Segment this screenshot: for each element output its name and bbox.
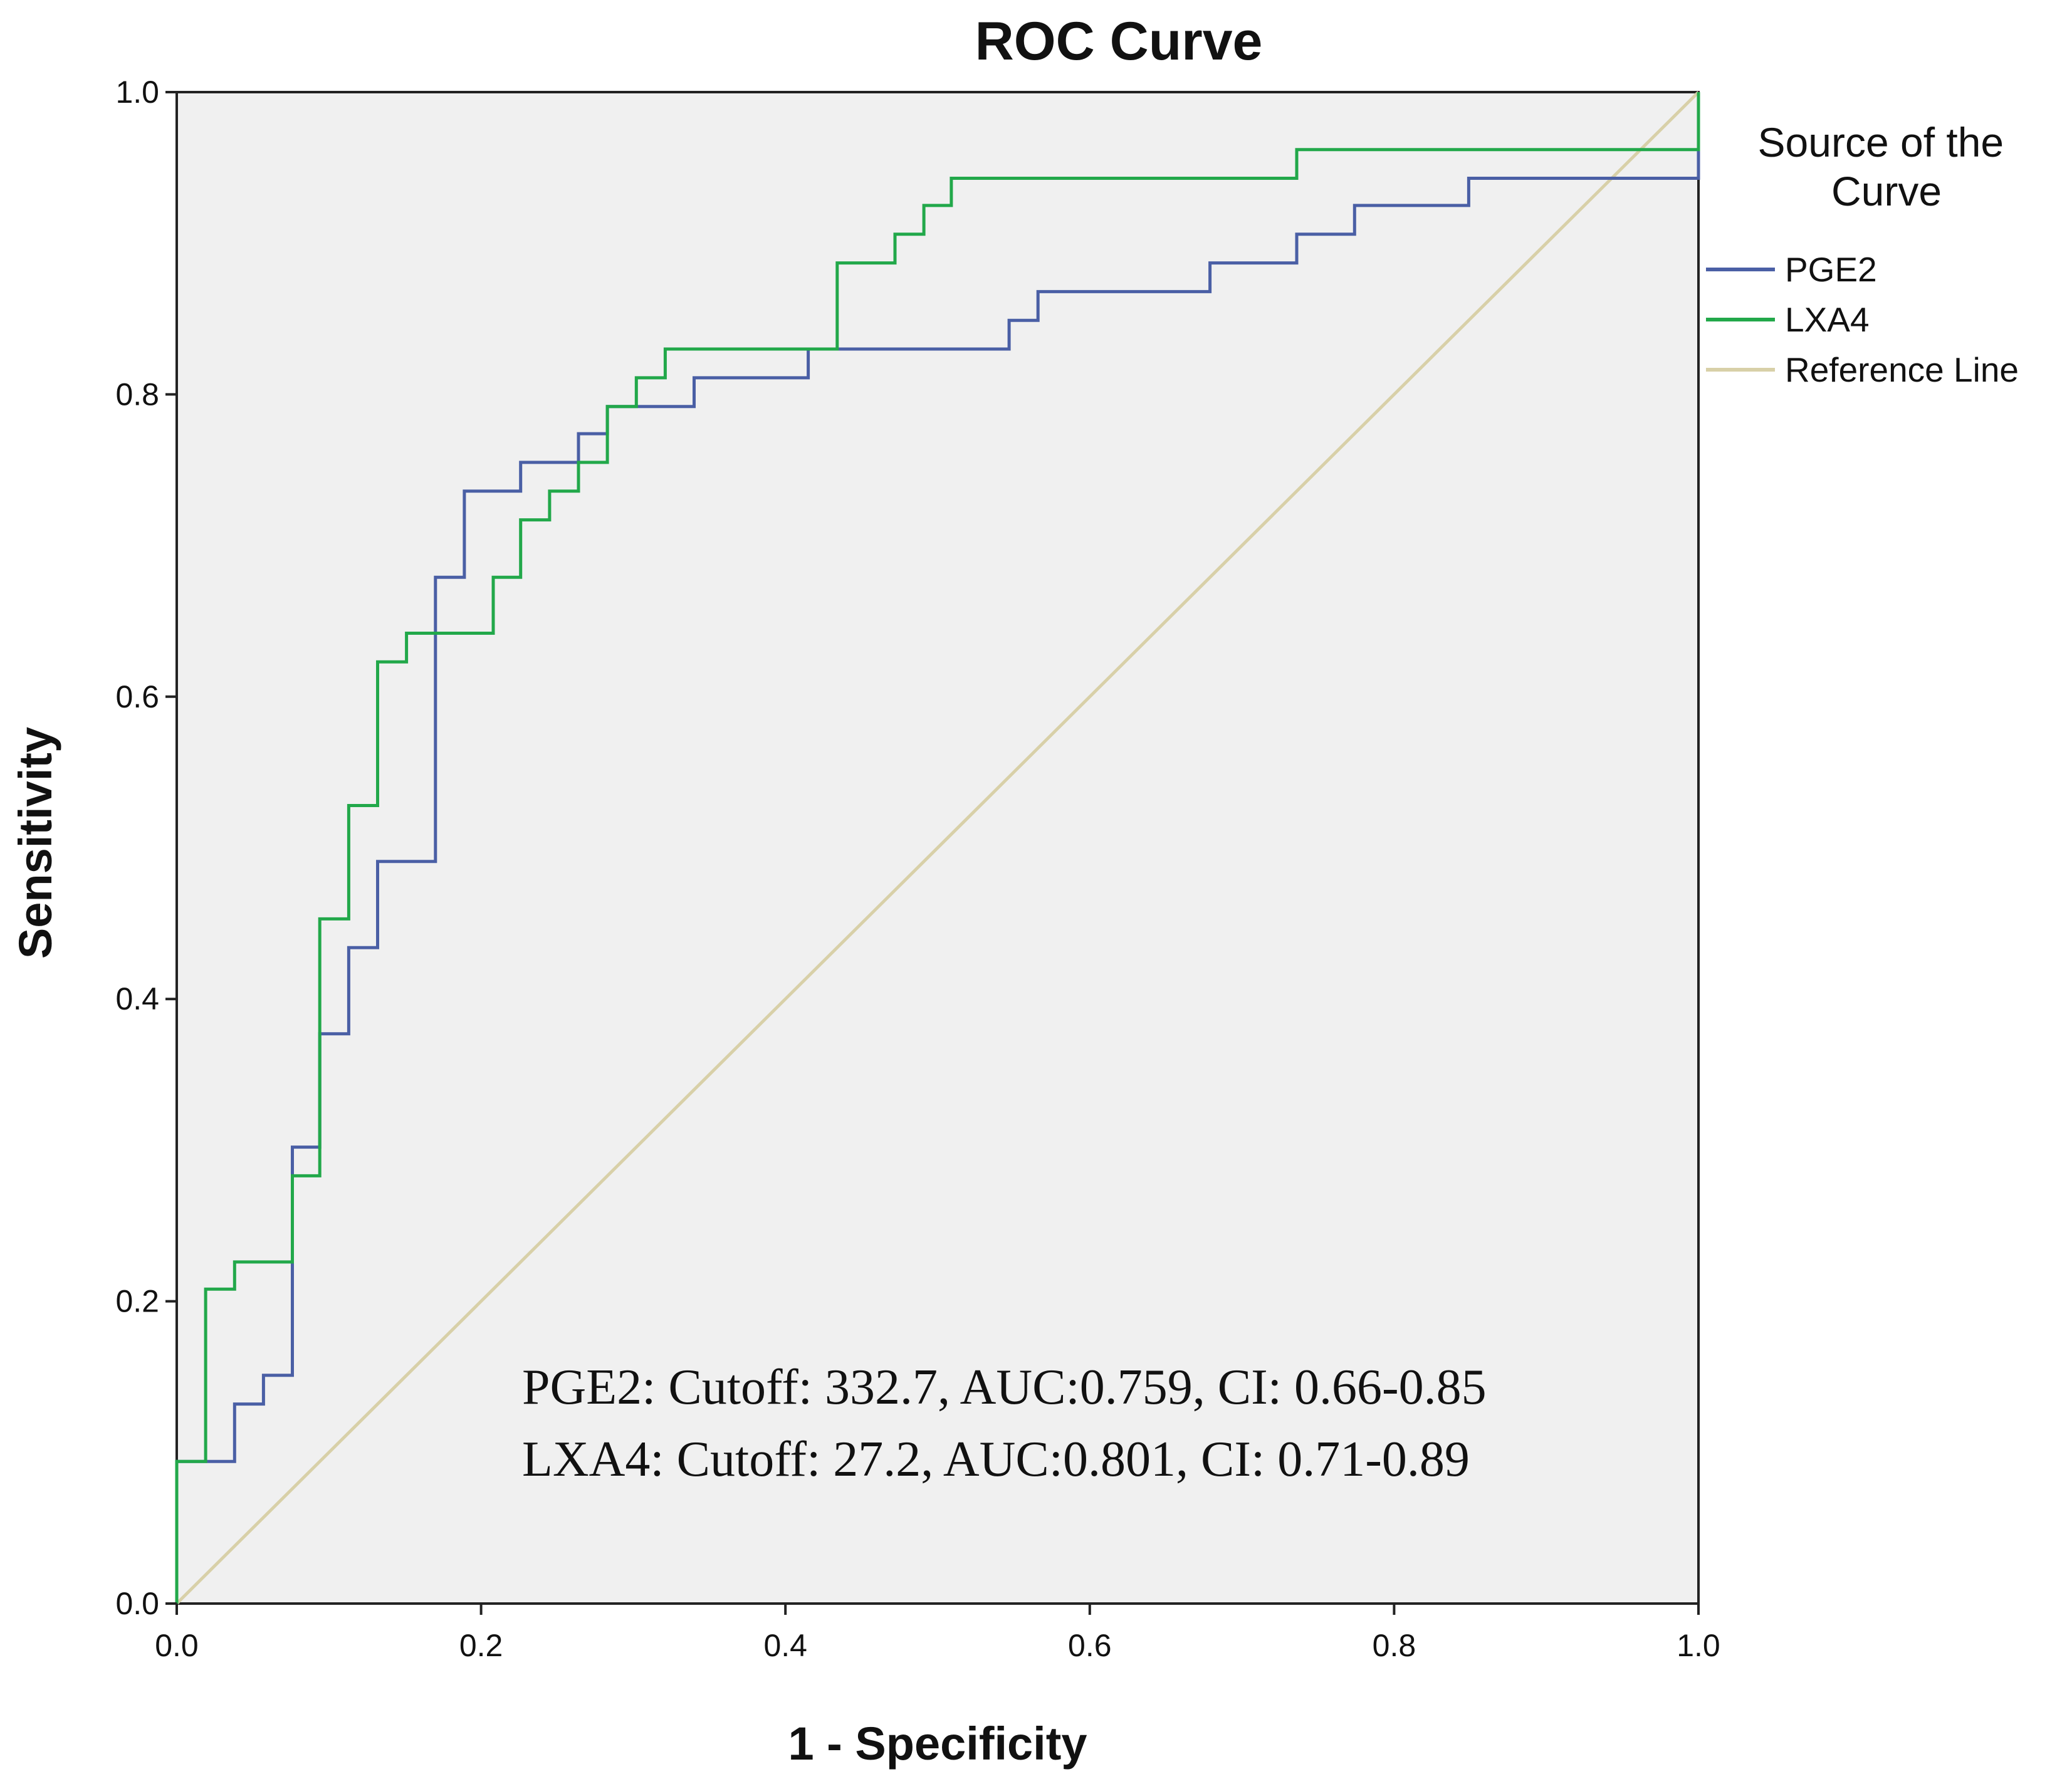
x-axis-label: 1 - Specificity: [788, 1718, 1087, 1770]
y-tick-label: 0.2: [115, 1284, 159, 1319]
legend-title-line2: Curve: [1831, 168, 1942, 214]
y-tick-label: 0.4: [115, 981, 159, 1016]
chart-title: ROC Curve: [975, 11, 1263, 71]
x-tick-label: 0.6: [1068, 1628, 1112, 1663]
y-axis-label: Sensitivity: [9, 727, 61, 959]
annotation-pge2: PGE2: Cutoff: 332.7, AUC:0.759, CI: 0.66…: [522, 1360, 1487, 1415]
y-tick-label: 0.8: [115, 377, 159, 412]
y-tick-label: 1.0: [115, 75, 159, 110]
legend-label-pge2: PGE2: [1785, 250, 1877, 289]
series-line-reference-line: [175, 91, 1700, 1605]
legend: Source of the Curve PGE2 LXA4 Reference Li…: [1706, 119, 2019, 389]
y-tick-label: 0.6: [115, 679, 159, 714]
x-tick-label: 0.0: [155, 1628, 199, 1663]
legend-label-reference-line: Reference Line: [1785, 350, 2019, 389]
y-tick-label: 0.0: [115, 1586, 159, 1621]
series-layer: [175, 91, 1700, 1605]
annotation-lxa4: LXA4: Cutoff: 27.2, AUC:0.801, CI: 0.71-…: [522, 1432, 1470, 1487]
series-line-lxa4: [175, 92, 1700, 1604]
legend-title-line1: Source of the: [1758, 119, 2004, 165]
x-tick-label: 0.4: [763, 1628, 807, 1663]
tick-layer: 0.0 0.2 0.4 0.6 0.8 1.0 0.0 0.2 0.4 0.6 0.8 1.0: [115, 75, 1720, 1663]
x-tick-label: 0.8: [1373, 1628, 1416, 1663]
legend-entries: PGE2 LXA4 Reference Line: [1706, 250, 2019, 389]
x-tick-label: 1.0: [1677, 1628, 1720, 1663]
legend-title: Source of the Curve: [1758, 119, 2016, 214]
x-tick-label: 0.2: [459, 1628, 503, 1663]
legend-label-lxa4: LXA4: [1785, 300, 1870, 339]
